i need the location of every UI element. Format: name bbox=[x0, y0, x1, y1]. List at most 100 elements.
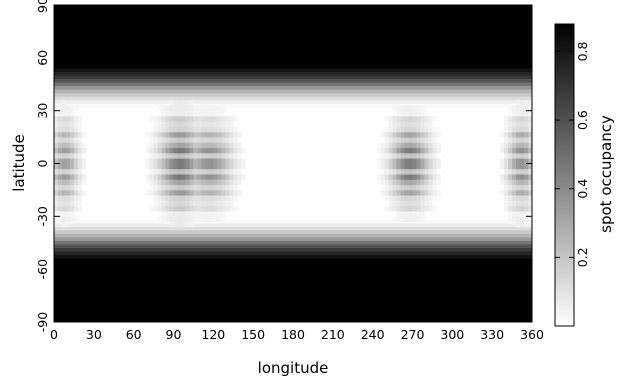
heatmap-cell bbox=[73, 131, 79, 138]
heatmap-cell bbox=[412, 105, 417, 112]
heatmap-cell bbox=[392, 200, 397, 207]
heatmap-cell bbox=[185, 216, 190, 223]
heatmap-cell bbox=[185, 142, 190, 149]
heatmap-cell bbox=[217, 131, 222, 138]
heatmap-cell bbox=[412, 142, 417, 149]
heatmap-cell bbox=[408, 205, 413, 212]
heatmap-cell bbox=[177, 142, 182, 149]
heatmap-cell bbox=[516, 137, 521, 143]
heatmap-cell bbox=[177, 179, 182, 186]
latitude-band bbox=[54, 304, 532, 309]
heatmap-cell bbox=[512, 105, 517, 112]
heatmap-cell bbox=[177, 158, 182, 164]
heatmap-cell bbox=[77, 152, 83, 159]
heatmap-cell bbox=[416, 131, 421, 138]
heatmap-cell bbox=[65, 184, 71, 191]
heatmap-cell bbox=[508, 163, 513, 170]
heatmap-cell bbox=[177, 100, 182, 106]
heatmap-cell bbox=[225, 147, 230, 154]
heatmap-cell bbox=[69, 189, 75, 196]
heatmap-cell bbox=[432, 147, 437, 154]
heatmap-cell bbox=[201, 121, 206, 127]
heatmap-cell bbox=[54, 168, 59, 175]
heatmap-cell bbox=[157, 189, 162, 196]
heatmap-cell bbox=[428, 152, 433, 159]
latitude-band bbox=[54, 93, 532, 98]
heatmap-cell bbox=[197, 152, 202, 159]
heatmap-cell bbox=[177, 126, 182, 133]
y-tick-label: 60 bbox=[35, 50, 50, 66]
heatmap-cell bbox=[424, 205, 429, 212]
heatmap-cell bbox=[237, 147, 242, 154]
heatmap-cell bbox=[420, 189, 425, 196]
heatmap-cell bbox=[177, 221, 182, 228]
heatmap-cell bbox=[388, 168, 393, 175]
heatmap-cell bbox=[185, 131, 190, 138]
heatmap-cell bbox=[420, 105, 425, 112]
x-tick-label: 330 bbox=[480, 327, 504, 342]
heatmap-cell bbox=[57, 200, 63, 207]
heatmap-cell bbox=[189, 100, 194, 106]
heatmap-cell bbox=[61, 147, 67, 154]
heatmap-cell bbox=[524, 105, 529, 112]
heatmap-cell bbox=[65, 211, 71, 217]
heatmap-cell bbox=[516, 147, 521, 154]
heatmap-cell bbox=[380, 152, 386, 159]
heatmap-cell bbox=[408, 147, 413, 154]
heatmap-cell bbox=[508, 174, 513, 180]
latitude-band bbox=[54, 290, 532, 295]
heatmap-cell bbox=[420, 216, 425, 223]
heatmap-cell bbox=[177, 216, 182, 223]
heatmap-cell bbox=[508, 131, 513, 138]
heatmap-cell bbox=[177, 105, 182, 112]
heatmap-cell bbox=[396, 189, 401, 196]
heatmap-cell bbox=[157, 158, 162, 164]
heatmap-cell bbox=[169, 216, 174, 223]
latitude-band bbox=[54, 26, 532, 31]
heatmap-cell bbox=[520, 189, 525, 196]
y-tick-label: 30 bbox=[35, 103, 50, 119]
heatmap-cell bbox=[189, 168, 194, 175]
heatmap-cell bbox=[520, 184, 525, 191]
heatmap-cell bbox=[189, 105, 194, 112]
heatmap-cell bbox=[229, 174, 234, 180]
heatmap-cell bbox=[420, 184, 425, 191]
heatmap-cell bbox=[189, 200, 194, 207]
heatmap-cell bbox=[145, 189, 150, 196]
heatmap-cell bbox=[185, 195, 190, 201]
latitude-band bbox=[54, 29, 532, 34]
heatmap-cell bbox=[388, 200, 393, 207]
heatmap-cell bbox=[181, 163, 186, 170]
heatmap-cell bbox=[412, 131, 417, 138]
heatmap-cell bbox=[165, 179, 170, 186]
heatmap-cell bbox=[177, 211, 182, 217]
latitude-band bbox=[54, 64, 532, 69]
latitude-band bbox=[54, 89, 532, 94]
heatmap-cell bbox=[217, 200, 222, 207]
heatmap-cell bbox=[520, 168, 525, 175]
heatmap-cell bbox=[400, 163, 405, 170]
heatmap-cell bbox=[77, 163, 83, 170]
heatmap-cell bbox=[376, 158, 382, 164]
heatmap-cell bbox=[209, 110, 214, 117]
heatmap-cell bbox=[61, 152, 67, 159]
heatmap-cell bbox=[205, 211, 210, 217]
heatmap-cell bbox=[77, 205, 83, 212]
heatmap-cell bbox=[185, 179, 190, 186]
heatmap-cell bbox=[233, 195, 238, 201]
heatmap-cell bbox=[161, 131, 166, 138]
heatmap-cell bbox=[520, 100, 525, 106]
heatmap-cell bbox=[388, 126, 393, 133]
heatmap-cell bbox=[516, 200, 521, 207]
heatmap-cell bbox=[193, 184, 198, 191]
heatmap-cell bbox=[400, 152, 405, 159]
heatmap-cell bbox=[388, 163, 393, 170]
heatmap-cell bbox=[61, 105, 67, 112]
colorbar-tick-label: 0.8 bbox=[575, 41, 590, 61]
heatmap-cell bbox=[524, 221, 529, 228]
heatmap-cell bbox=[73, 158, 79, 164]
latitude-band bbox=[54, 265, 532, 270]
heatmap-cell bbox=[181, 179, 186, 186]
heatmap-cell bbox=[165, 211, 170, 217]
heatmap-cell bbox=[173, 200, 178, 207]
